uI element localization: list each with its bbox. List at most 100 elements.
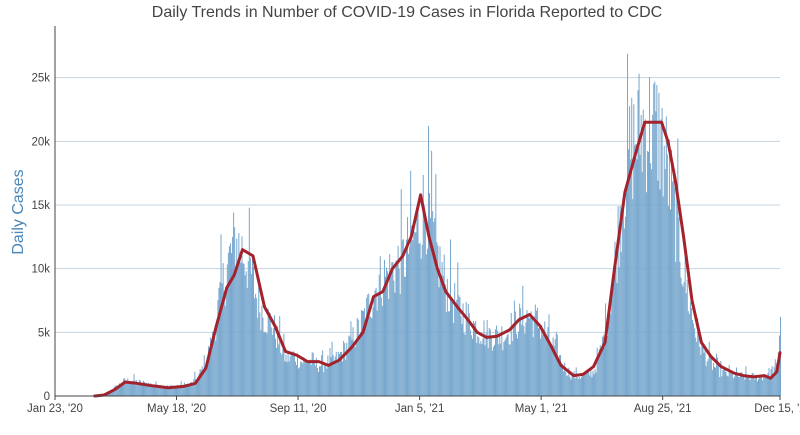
bar [679,261,681,396]
bar [724,368,726,396]
bar [389,254,391,396]
bar [457,262,459,396]
bar [174,385,176,396]
bar [642,109,644,396]
bar [771,366,773,396]
bar [452,301,454,396]
bar [244,275,246,396]
bar [534,304,536,396]
bar [462,303,464,396]
bar [300,361,302,396]
bar [747,376,749,396]
bar [357,319,359,396]
bar [743,376,745,396]
bar [322,350,324,396]
bar [775,363,777,396]
bar [485,333,487,396]
bar [402,239,404,396]
bar [721,376,723,396]
bar [292,351,294,396]
bar [746,374,748,396]
bar [633,104,635,396]
bar [277,326,279,396]
x-tick-label: May 1, '21 [515,403,568,415]
bar [756,381,758,396]
bar [327,355,329,396]
bar [334,356,336,396]
average-line-series [93,120,782,398]
bar [468,313,470,396]
bar [550,345,552,396]
y-axis-label: Daily Cases [10,169,27,254]
bar [482,338,484,396]
bar [109,391,111,396]
bar [385,276,387,396]
bar [434,218,436,396]
bar [615,251,617,396]
bar [145,385,147,396]
bar [665,116,667,396]
bar [641,171,643,396]
bar [451,301,453,396]
bar [133,374,135,396]
bar [463,332,465,396]
bar [442,276,444,396]
bar [204,369,206,396]
bar [504,340,506,396]
bar [507,333,509,396]
bar [768,368,770,396]
bar [224,305,226,396]
bar [540,338,542,396]
bar [501,326,503,396]
bar [338,354,340,396]
bar [767,373,769,396]
bar [696,341,698,396]
bar [459,297,461,396]
bar [257,317,259,396]
bar [751,372,753,396]
bar [680,277,682,396]
bar [419,242,421,396]
bar [682,286,684,396]
bar [240,262,242,396]
bar [732,378,734,396]
bar [467,303,469,396]
bar [671,149,673,396]
bar [238,232,240,396]
bar [383,259,385,396]
bar [448,311,450,396]
bar [348,335,350,396]
bar [115,385,117,396]
bar [572,377,574,396]
bar [500,343,502,396]
bar [315,357,317,396]
bar [556,334,558,396]
bar [398,268,400,396]
bar [678,217,680,396]
bar [513,300,515,396]
bar [700,354,702,396]
bar [395,260,397,396]
bar [722,370,724,396]
bar [739,376,741,396]
bar [445,312,447,396]
bar [421,244,423,396]
bar [304,358,306,396]
bar [464,334,466,396]
bar [436,242,438,396]
bar [379,256,381,396]
bar [705,366,707,396]
bar [453,323,455,396]
bar [688,313,690,396]
bar [319,366,321,396]
bar [279,316,281,396]
bar [554,339,556,396]
bar [410,170,412,396]
bar [372,307,374,396]
bar [703,352,705,396]
bar [694,328,696,396]
bar [520,308,522,396]
bar [474,323,476,396]
bar [600,350,602,396]
bar [209,354,211,396]
